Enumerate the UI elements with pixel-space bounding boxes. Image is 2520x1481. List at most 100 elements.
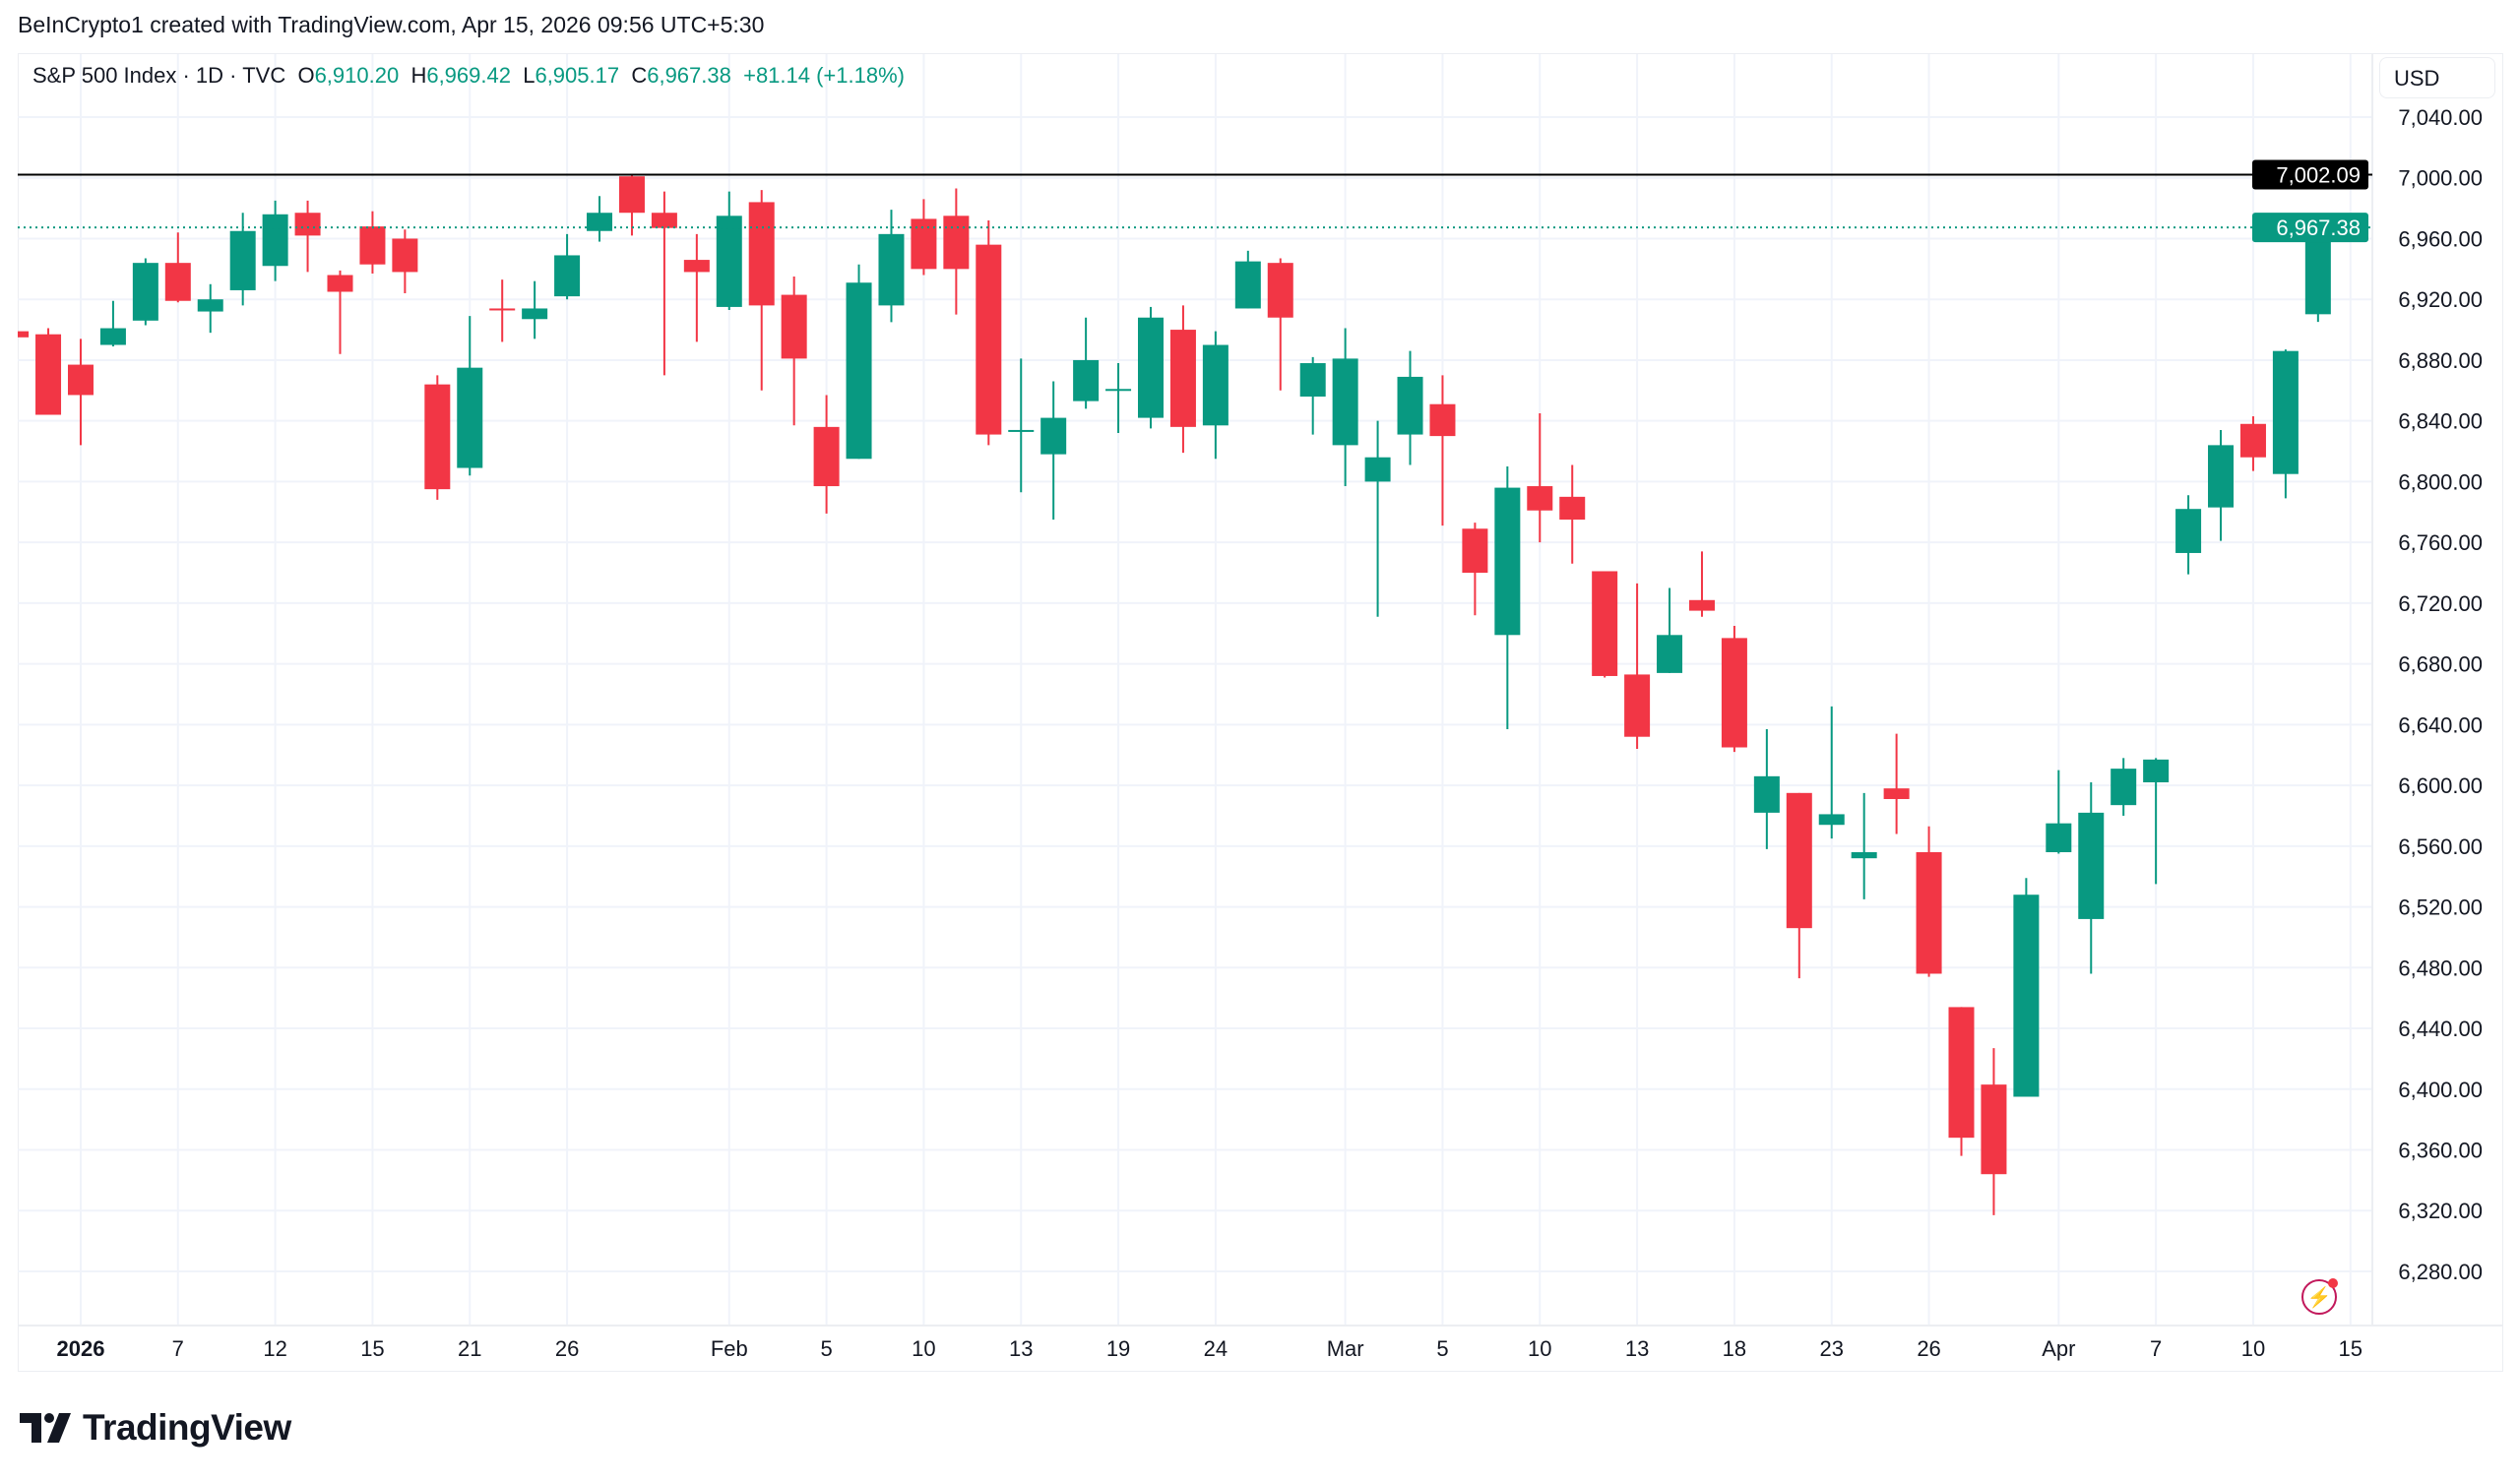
- candle: [2046, 770, 2072, 854]
- symbol-legend: S&P 500 Index · 1D · TVC O6,910.20 H6,96…: [32, 63, 905, 89]
- change-value: +81.14 (+1.18%): [743, 63, 905, 88]
- time-tick-label: 5: [820, 1336, 832, 1361]
- candle-body-down: [18, 331, 30, 338]
- candle-body-down: [911, 218, 937, 270]
- candle: [1462, 523, 1488, 616]
- time-tick-label: 15: [2339, 1336, 2362, 1361]
- candle-body-down: [781, 294, 807, 359]
- candle: [1527, 412, 1553, 543]
- price-tick-label: 6,360.00: [2398, 1139, 2483, 1163]
- candle: [424, 375, 451, 500]
- time-tick-label: 7: [172, 1336, 184, 1361]
- candle-body-up: [1364, 457, 1391, 482]
- candle: [1169, 305, 1196, 454]
- time-tick-label: 13: [1625, 1336, 1649, 1361]
- candle: [1234, 250, 1261, 309]
- candle-body-down: [1721, 638, 1747, 748]
- candle-body-down: [424, 384, 451, 490]
- candle-body-up: [132, 263, 158, 321]
- candle: [2175, 495, 2202, 575]
- candle-body-up: [262, 214, 288, 267]
- candle: [99, 300, 126, 347]
- time-tick-label: 10: [912, 1336, 935, 1361]
- candle-body-up: [1008, 429, 1035, 432]
- price-tick-label: 6,320.00: [2398, 1199, 2483, 1223]
- candles: [18, 174, 2331, 1215]
- candle: [1818, 706, 1845, 839]
- candle: [35, 328, 62, 415]
- time-axis[interactable]: 2026 7 12 15 21 26 Feb 5 10 13 19 24 Mar 5 10 13 18 23 26 A…: [57, 1336, 2363, 1361]
- candle-body-down: [813, 426, 840, 487]
- candle-body-down: [976, 244, 1002, 435]
- candle: [1592, 571, 1618, 678]
- time-tick-label: 26: [1917, 1336, 1940, 1361]
- resistance-price-label: 7,002.09: [2276, 163, 2361, 188]
- time-tick-label: Feb: [711, 1336, 748, 1361]
- tradingview-logo[interactable]: TradingView: [20, 1407, 291, 1449]
- candle: [1786, 792, 1812, 979]
- time-tick-label: Apr: [2042, 1336, 2075, 1361]
- low-value: 6,905.17: [535, 63, 620, 88]
- low-label: L: [523, 63, 536, 88]
- candle: [2110, 758, 2137, 816]
- candle-body-down: [1527, 486, 1553, 511]
- candle-body-down: [359, 226, 386, 265]
- candle: [262, 200, 288, 281]
- candle-body-down: [1786, 792, 1812, 929]
- high-label: H: [410, 63, 427, 88]
- candle: [1202, 331, 1228, 460]
- price-tick-label: 6,840.00: [2398, 409, 2483, 434]
- candle: [554, 233, 581, 300]
- candle: [2013, 878, 2040, 1097]
- price-tick-label: 7,000.00: [2398, 166, 2483, 191]
- lightning-icon[interactable]: ⚡: [2301, 1278, 2338, 1315]
- candle: [1332, 328, 1358, 487]
- candle: [846, 264, 872, 460]
- price-axis[interactable]: 7,040.00 7,000.00 6,960.00 6,920.00 6,880.00…: [2398, 105, 2483, 1284]
- candle: [976, 219, 1002, 446]
- candle-body-up: [99, 328, 126, 345]
- candle: [1429, 375, 1456, 526]
- symbol-name[interactable]: S&P 500 Index · 1D · TVC: [32, 63, 286, 88]
- price-tick-label: 6,400.00: [2398, 1078, 2483, 1102]
- candle-body-up: [1753, 775, 1780, 813]
- candle-body-up: [878, 233, 905, 306]
- candle: [1657, 587, 1683, 673]
- time-tick-label: 24: [1204, 1336, 1228, 1361]
- candle-body-down: [1462, 528, 1488, 574]
- candle: [683, 233, 710, 342]
- candle: [359, 211, 386, 274]
- candle-body-up: [1299, 363, 1326, 397]
- candle: [18, 331, 30, 338]
- candle: [2143, 758, 2170, 885]
- open-value: 6,910.20: [314, 63, 400, 88]
- time-tick-label: 19: [1106, 1336, 1130, 1361]
- candle-body-down: [164, 263, 191, 301]
- candle-body-down: [2239, 423, 2266, 458]
- candle: [1883, 733, 1910, 834]
- candle-body-down: [67, 364, 94, 396]
- candle: [67, 339, 94, 446]
- candle: [618, 174, 645, 236]
- candle-body-down: [1429, 403, 1456, 437]
- candle-body-up: [1073, 359, 1100, 401]
- candle: [1040, 381, 1067, 521]
- price-tick-label: 6,960.00: [2398, 226, 2483, 251]
- candle-body-down: [1981, 1084, 2007, 1175]
- candle: [489, 279, 516, 342]
- candle-body-down: [1688, 599, 1715, 611]
- chart-caption: BeInCrypto1 created with TradingView.com…: [18, 12, 765, 37]
- candle-body-down: [1883, 788, 1910, 799]
- candle: [1494, 465, 1521, 729]
- time-tick-label: 23: [1819, 1336, 1843, 1361]
- candle-body-up: [587, 213, 613, 231]
- candle-body-up: [1138, 317, 1164, 418]
- tradingview-logo-text: TradingView: [83, 1407, 291, 1448]
- candle: [457, 316, 483, 476]
- price-tick-label: 6,680.00: [2398, 652, 2483, 677]
- candle: [1267, 258, 1293, 391]
- price-tick-label: 7,040.00: [2398, 105, 2483, 130]
- candle: [878, 210, 905, 323]
- currency-button[interactable]: USD: [2379, 57, 2495, 98]
